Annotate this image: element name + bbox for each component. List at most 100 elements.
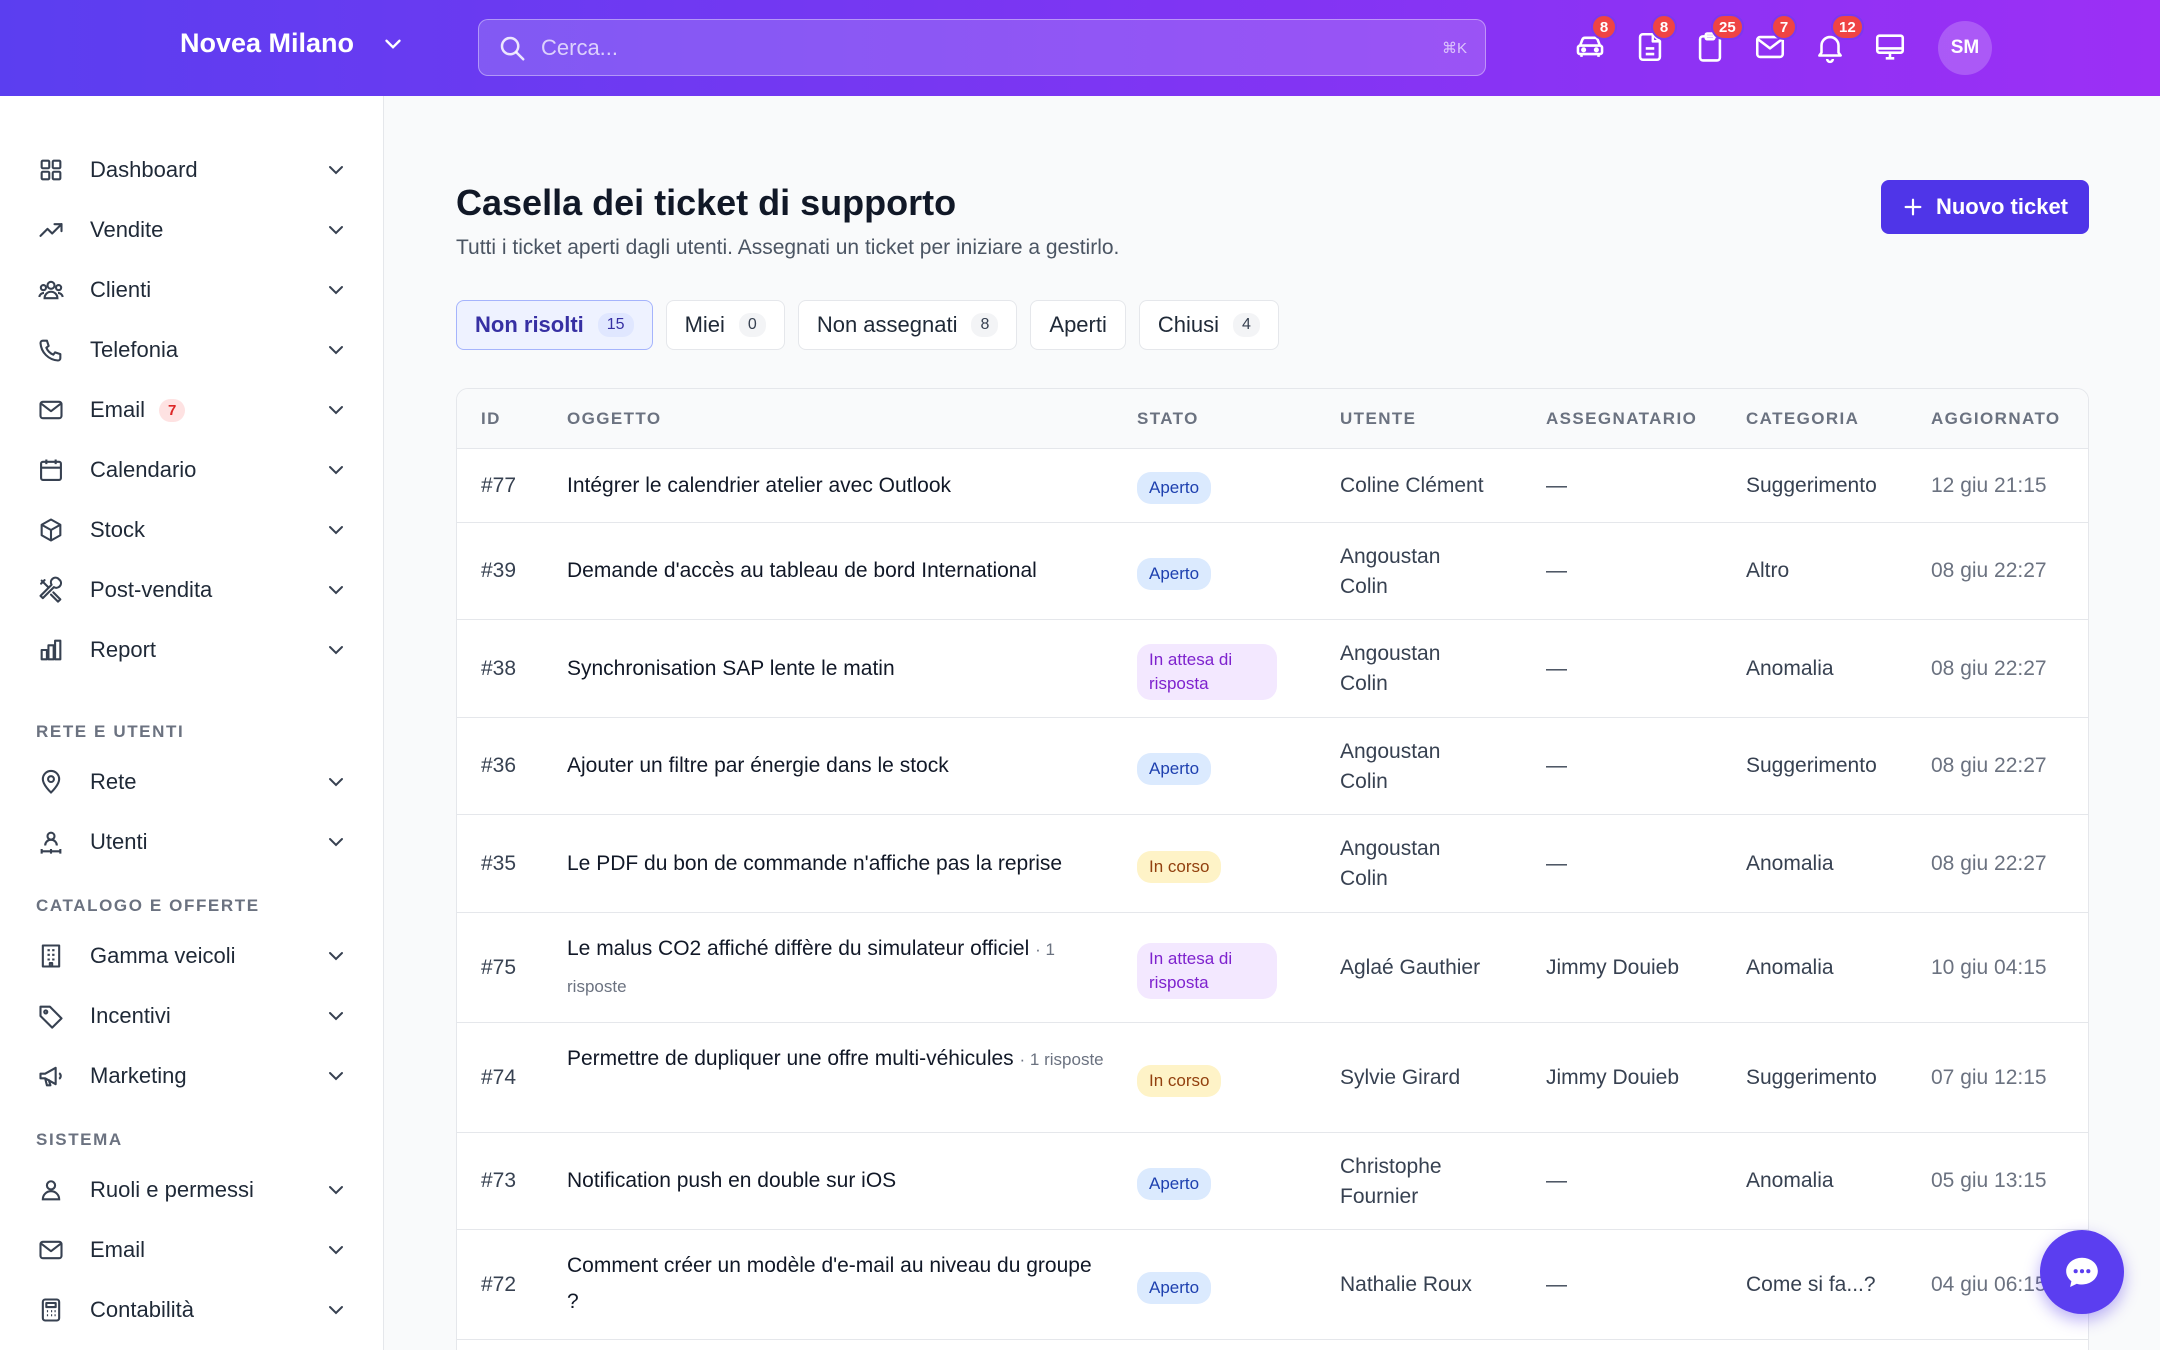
sidebar-item-contabilita[interactable]: Contabilità [36,1286,348,1334]
search-input[interactable] [541,34,1442,61]
section-title-catalog: CATALOGO E OFFERTE [36,896,260,915]
chevron-down-icon [329,286,343,295]
sidebar-item-email[interactable]: Email 7 [36,386,348,434]
sidebar-item-label: Vendite [90,217,164,242]
tab-non-risolti[interactable]: Non risolti 15 [456,300,653,350]
column-header-category[interactable]: CATEGORIA [1746,409,1860,428]
chevron-down-icon [329,226,343,235]
sidebar-item-calendario[interactable]: Calendario [36,446,348,494]
ticket-subject[interactable]: Le PDF du bon de commande n'affiche pas … [567,852,1063,875]
reply-count: · 1 risposte [1019,1050,1104,1069]
ticket-category: Anomalia [1746,1169,1834,1192]
sidebar-item-stock[interactable]: Stock [36,506,348,554]
ticket-subject[interactable]: Ajouter un filtre par énergie dans le st… [567,754,949,777]
tab-count: 8 [971,313,999,337]
brand-name: Novea Milano [180,28,355,58]
chevron-down-icon [329,778,343,787]
column-header-user[interactable]: UTENTE [1340,409,1417,428]
trending-icon [39,223,63,237]
phone-icon [39,339,62,362]
sidebar-item-vendite[interactable]: Vendite [36,206,348,254]
chat-button[interactable] [2040,1230,2124,1314]
tab-chiusi[interactable]: Chiusi 4 [1138,300,1279,350]
search-icon [500,36,525,60]
column-header-status[interactable]: STATO [1137,409,1199,428]
car-button[interactable]: 8 [1573,14,1617,64]
table-row[interactable]: #36 Ajouter un filtre par énergie dans l… [457,718,2088,815]
ticket-user: Nathalie Roux [1340,1273,1472,1296]
ticket-category: Anomalia [1746,852,1834,875]
documents-button[interactable]: 8 [1633,14,1677,64]
messages-button[interactable]: 7 [1753,14,1797,64]
table-row[interactable]: #77 Intégrer le calendrier atelier avec … [457,449,2088,523]
top-header: Novea Milano ⌘K 8 8 25 7 12 SM [0,0,2160,96]
sidebar-item-marketing[interactable]: Marketing [36,1052,348,1100]
sidebar-item-gamma-veicoli[interactable]: Gamma veicoli [36,932,348,980]
page-title: Casella dei ticket di supporto [456,182,957,223]
ticket-subject[interactable]: Synchronisation SAP lente le matin [567,657,895,680]
search-bar[interactable]: ⌘K [478,19,1486,76]
new-ticket-label: Nuovo ticket [1935,194,2069,219]
user-avatar[interactable]: SM [1938,21,1992,75]
sidebar-item-utenti[interactable]: Utenti [36,818,348,866]
ticket-subject-block[interactable]: Le malus CO2 affiché diffère du simulate… [567,931,1107,1005]
sidebar-item-rete[interactable]: Rete [36,758,348,806]
notifications-button[interactable]: 12 [1813,14,1864,64]
sidebar-item-label: Email [90,1237,146,1262]
tab-non-assegnati[interactable]: Non assegnati 8 [797,300,1018,350]
sidebar-item-system-email[interactable]: Email [36,1226,348,1274]
table-row[interactable]: #75 Le malus CO2 affiché diffère du simu… [457,913,2088,1023]
sidebar-item-post-vendita[interactable]: Post-vendita [36,566,348,614]
table-row[interactable]: #73 Notification push en double sur iOS … [457,1133,2088,1230]
bar-chart-icon [40,639,62,661]
chevron-down-icon [329,1306,343,1315]
sidebar-item-ruoli-e-permessi[interactable]: Ruoli e permessi [36,1166,348,1214]
ticket-updated: 05 giu 13:15 [1931,1169,2047,1192]
box-icon [40,518,62,542]
sidebar-item-telefonia[interactable]: Telefonia [36,326,348,374]
chevron-down-icon [329,346,343,355]
ticket-updated: 07 giu 12:15 [1931,1066,2047,1089]
column-header-assignee[interactable]: ASSEGNATARIO [1546,409,1698,428]
ticket-subject[interactable]: Demande d'accès au tableau de bord Inter… [567,559,1037,582]
section-title-network: RETE E UTENTI [36,722,185,741]
ticket-id: #39 [481,559,517,582]
org-switcher[interactable]: Novea Milano [180,28,406,59]
mail-icon [39,1240,63,1260]
table-row[interactable]: #74 Permettre de dupliquer une offre mul… [457,1023,2088,1133]
ticket-user: Angoustan Colin [1340,837,1441,890]
ticket-assignee: — [1546,754,1567,777]
table-row[interactable]: #38 Synchronisation SAP lente le matin I… [457,620,2088,718]
sidebar-item-clienti[interactable]: Clienti [36,266,348,314]
chevron-down-icon [329,466,343,475]
table-row[interactable]: #35 Le PDF du bon de commande n'affiche … [457,815,2088,913]
table-row[interactable]: #39 Demande d'accès au tableau de bord I… [457,523,2088,620]
ticket-subject[interactable]: Notification push en double sur iOS [567,1169,897,1192]
tab-miei[interactable]: Miei 0 [665,300,785,350]
megaphone-icon [39,1066,62,1087]
ticket-subject[interactable]: Intégrer le calendrier atelier avec Outl… [567,474,952,497]
sidebar-item-report[interactable]: Report [36,626,348,674]
ticket-user: Sylvie Girard [1340,1066,1461,1089]
sidebar-item-dashboard[interactable]: Dashboard [36,146,348,194]
ticket-subject[interactable]: Comment créer un modèle d'e-mail au nive… [567,1254,1092,1313]
unread-badge: 7 [159,398,186,422]
ticket-subject[interactable]: Permettre de dupliquer une offre multi-v… [567,1047,1014,1070]
ticket-updated: 10 giu 04:15 [1931,956,2047,979]
table-row[interactable]: #72 Comment créer un modèle d'e-mail au … [457,1230,2088,1340]
new-ticket-button[interactable]: Nuovo ticket [1881,180,2089,234]
ticket-assignee: Jimmy Douieb [1546,956,1680,979]
column-header-updated[interactable]: AGGIORNATO [1931,409,2061,428]
ticket-assignee: — [1546,657,1567,680]
sidebar-item-label: Incentivi [90,1003,171,1028]
column-header-id[interactable]: ID [481,409,501,428]
tasks-button[interactable]: 25 [1693,14,1744,64]
column-header-subject[interactable]: OGGETTO [567,409,662,428]
tab-count: 0 [738,313,766,337]
ticket-subject[interactable]: Le malus CO2 affiché diffère du simulate… [567,937,1030,960]
tab-aperti[interactable]: Aperti [1030,300,1126,350]
sidebar-item-incentivi[interactable]: Incentivi [36,992,348,1040]
ticket-subject-block[interactable]: Permettre de dupliquer une offre multi-v… [567,1041,1107,1078]
display-button[interactable] [1873,30,1907,64]
ticket-assignee: — [1546,559,1567,582]
